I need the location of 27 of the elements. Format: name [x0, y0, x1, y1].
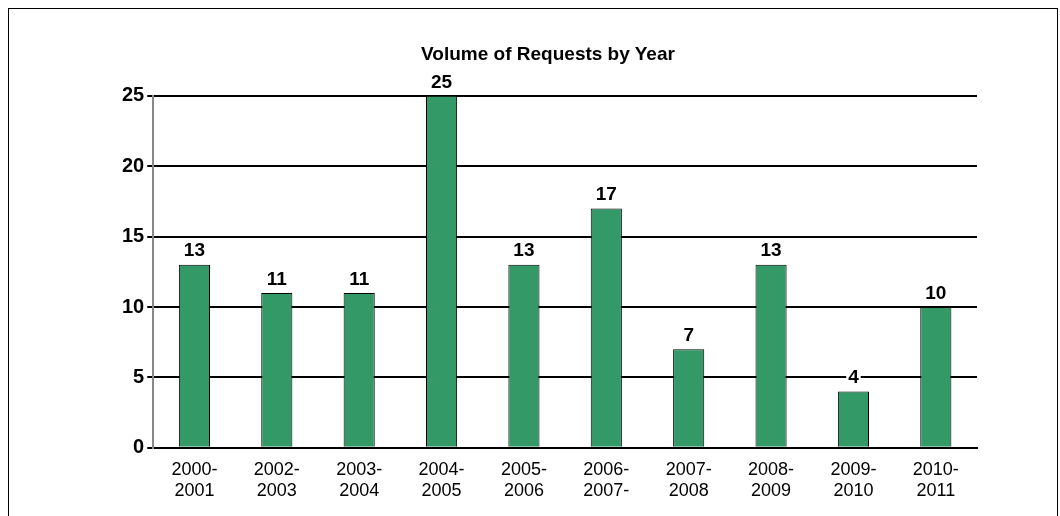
data-label: 25 [430, 70, 453, 92]
data-label: 11 [266, 267, 288, 289]
x-tick-label: 2002- 2003 [253, 458, 300, 501]
y-tick-label: 25 [122, 83, 145, 106]
data-label: 13 [183, 239, 205, 261]
x-tick-label: 2008- 2009 [748, 458, 795, 501]
data-label: 13 [760, 239, 782, 261]
x-tick-label: 2006- 2007- [583, 458, 630, 501]
data-label: 7 [683, 323, 694, 345]
y-tick-label: 10 [122, 294, 145, 317]
chart-title: Volume of Requests by Year [421, 42, 676, 64]
x-tick-label: 2010- 2011 [912, 458, 959, 501]
y-tick-label: 0 [133, 435, 145, 458]
data-label: 11 [349, 267, 370, 289]
x-tick-label: 2007- 2008 [665, 458, 712, 501]
y-tick-label: 20 [122, 153, 145, 176]
data-label: 4 [848, 366, 860, 388]
y-tick-label: 15 [122, 224, 145, 247]
x-tick-label: 2005- 2006 [500, 458, 547, 501]
x-tick-label: 2009- 2010 [830, 458, 877, 501]
data-label: 17 [595, 183, 617, 205]
x-tick-label: 2003- 2004 [336, 458, 383, 501]
data-label: 10 [925, 281, 947, 303]
x-tick-label: 2004- 2005 [418, 458, 465, 501]
data-label: 13 [513, 239, 535, 261]
x-tick-label: 2000- 2001 [171, 458, 218, 501]
y-tick-label: 5 [133, 364, 145, 387]
